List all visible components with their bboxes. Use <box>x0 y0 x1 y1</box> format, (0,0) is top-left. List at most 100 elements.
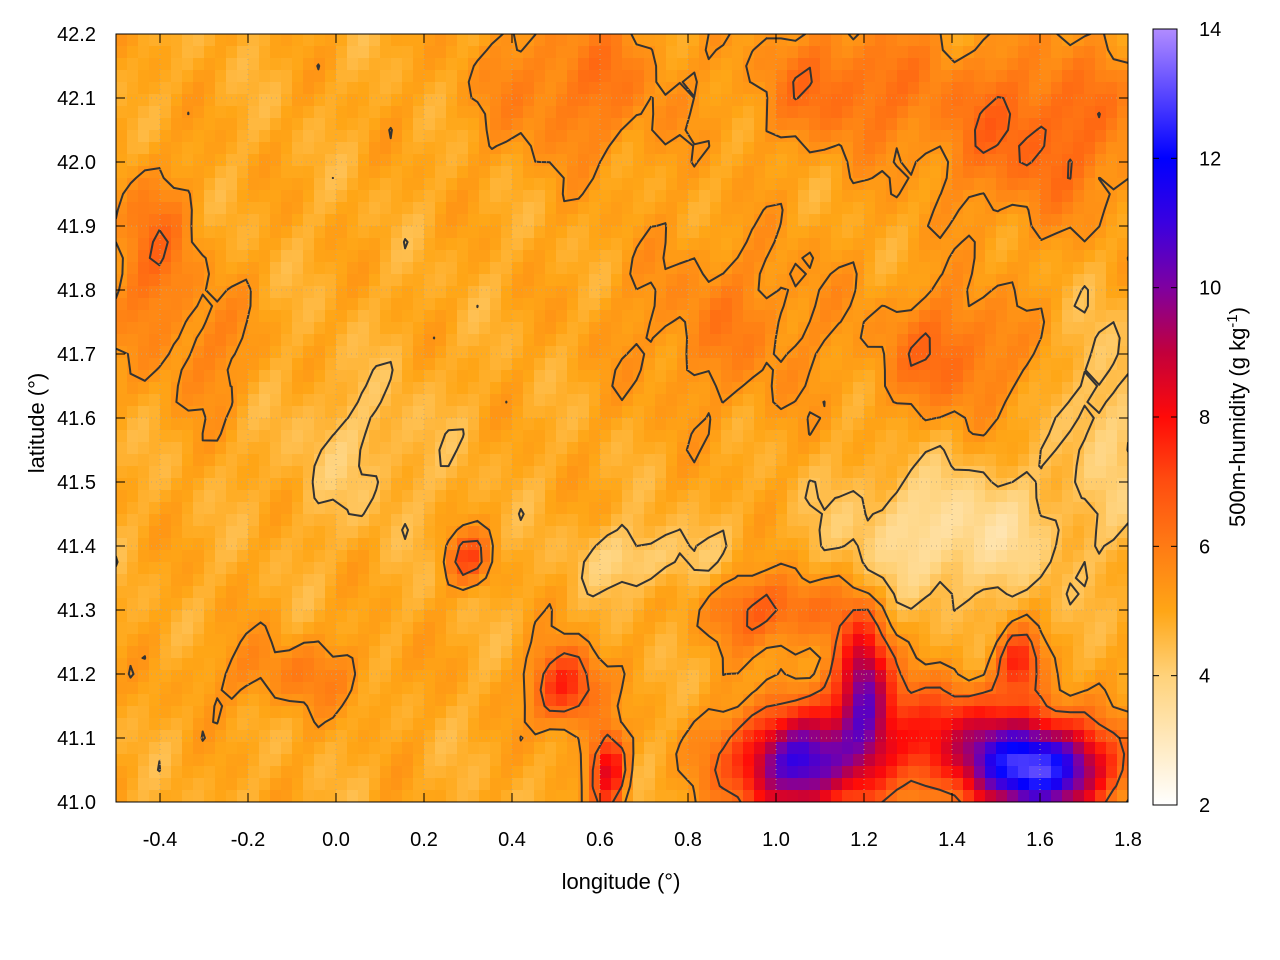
heatmap-cell <box>534 502 546 515</box>
heatmap-cell <box>930 250 942 263</box>
heatmap-cell <box>204 514 216 527</box>
heatmap-cell <box>985 370 997 383</box>
heatmap-cell <box>809 562 821 575</box>
heatmap-cell <box>919 226 931 239</box>
heatmap-cell <box>578 538 590 551</box>
heatmap-cell <box>710 514 722 527</box>
heatmap-cell <box>567 586 579 599</box>
heatmap-cell <box>611 370 623 383</box>
heatmap-cell <box>875 526 887 539</box>
heatmap-cell <box>1018 34 1030 47</box>
heatmap-cell <box>160 634 172 647</box>
heatmap-cell <box>237 82 249 95</box>
heatmap-cell <box>160 586 172 599</box>
heatmap-cell <box>358 526 370 539</box>
heatmap-cell <box>347 454 359 467</box>
heatmap-cell <box>996 598 1008 611</box>
heatmap-cell <box>1051 670 1063 683</box>
heatmap-cell <box>435 370 447 383</box>
heatmap-cell <box>1095 550 1107 563</box>
heatmap-cell <box>226 430 238 443</box>
heatmap-cell <box>743 478 755 491</box>
heatmap-cell <box>259 418 271 431</box>
heatmap-cell <box>842 142 854 155</box>
heatmap-cell <box>545 370 557 383</box>
heatmap-cell <box>919 118 931 131</box>
heatmap-cell <box>1040 178 1052 191</box>
heatmap-cell <box>1117 346 1128 359</box>
heatmap-cell <box>413 622 425 635</box>
heatmap-cell <box>952 658 964 671</box>
heatmap-cell <box>875 346 887 359</box>
heatmap-cell <box>655 394 667 407</box>
heatmap-cell <box>149 190 161 203</box>
heatmap-cell <box>875 406 887 419</box>
heatmap-cell <box>347 262 359 275</box>
heatmap-cell <box>127 274 139 287</box>
heatmap-cell <box>941 634 953 647</box>
heatmap-cell <box>347 514 359 527</box>
heatmap-cell <box>985 334 997 347</box>
heatmap-cell <box>842 670 854 683</box>
heatmap-cell <box>941 298 953 311</box>
heatmap-cell <box>391 346 403 359</box>
heatmap-cell <box>743 646 755 659</box>
heatmap-cell <box>171 154 183 167</box>
heatmap-cell <box>1106 70 1118 83</box>
heatmap-cell <box>1040 262 1052 275</box>
heatmap-cell <box>875 190 887 203</box>
heatmap-cell <box>325 226 337 239</box>
heatmap-cell <box>281 214 293 227</box>
heatmap-cell <box>908 670 920 683</box>
heatmap-cell <box>831 526 843 539</box>
heatmap-cell <box>116 154 128 167</box>
heatmap-cell <box>204 202 216 215</box>
heatmap-cell <box>380 502 392 515</box>
heatmap-cell <box>1095 238 1107 251</box>
heatmap-cell <box>589 406 601 419</box>
heatmap-cell <box>479 322 491 335</box>
heatmap-cell <box>1007 658 1019 671</box>
heatmap-cell <box>259 394 271 407</box>
heatmap-cell <box>1029 34 1041 47</box>
heatmap-cell <box>292 310 304 323</box>
heatmap-cell <box>666 478 678 491</box>
heatmap-cell <box>633 454 645 467</box>
heatmap-cell <box>1062 190 1074 203</box>
heatmap-cell <box>644 598 656 611</box>
heatmap-cell <box>831 58 843 71</box>
heatmap-cell <box>380 250 392 263</box>
heatmap-cell <box>501 646 513 659</box>
heatmap-cell <box>798 526 810 539</box>
heatmap-cell <box>490 166 502 179</box>
heatmap-cell <box>347 466 359 479</box>
heatmap-cell <box>138 502 150 515</box>
heatmap-cell <box>589 214 601 227</box>
heatmap-cell <box>699 502 711 515</box>
heatmap-cell <box>226 310 238 323</box>
heatmap-cell <box>325 274 337 287</box>
heatmap-cell <box>1095 634 1107 647</box>
heatmap-cell <box>402 34 414 47</box>
heatmap-cell <box>710 106 722 119</box>
heatmap-cell <box>259 598 271 611</box>
heatmap-cell <box>182 478 194 491</box>
heatmap-cell <box>545 454 557 467</box>
heatmap-cell <box>611 454 623 467</box>
heatmap-cell <box>622 154 634 167</box>
heatmap-cell <box>743 214 755 227</box>
heatmap-cell <box>160 178 172 191</box>
heatmap-cell <box>985 382 997 395</box>
heatmap-cell <box>776 130 788 143</box>
heatmap-cell <box>1062 262 1074 275</box>
heatmap-cell <box>875 298 887 311</box>
heatmap-cell <box>215 394 227 407</box>
heatmap-cell <box>402 442 414 455</box>
heatmap-cell <box>116 490 128 503</box>
heatmap-cell <box>655 490 667 503</box>
heatmap-cell <box>413 154 425 167</box>
heatmap-cell <box>149 94 161 107</box>
heatmap-cell <box>941 466 953 479</box>
heatmap-cell <box>424 646 436 659</box>
heatmap-cell <box>743 526 755 539</box>
